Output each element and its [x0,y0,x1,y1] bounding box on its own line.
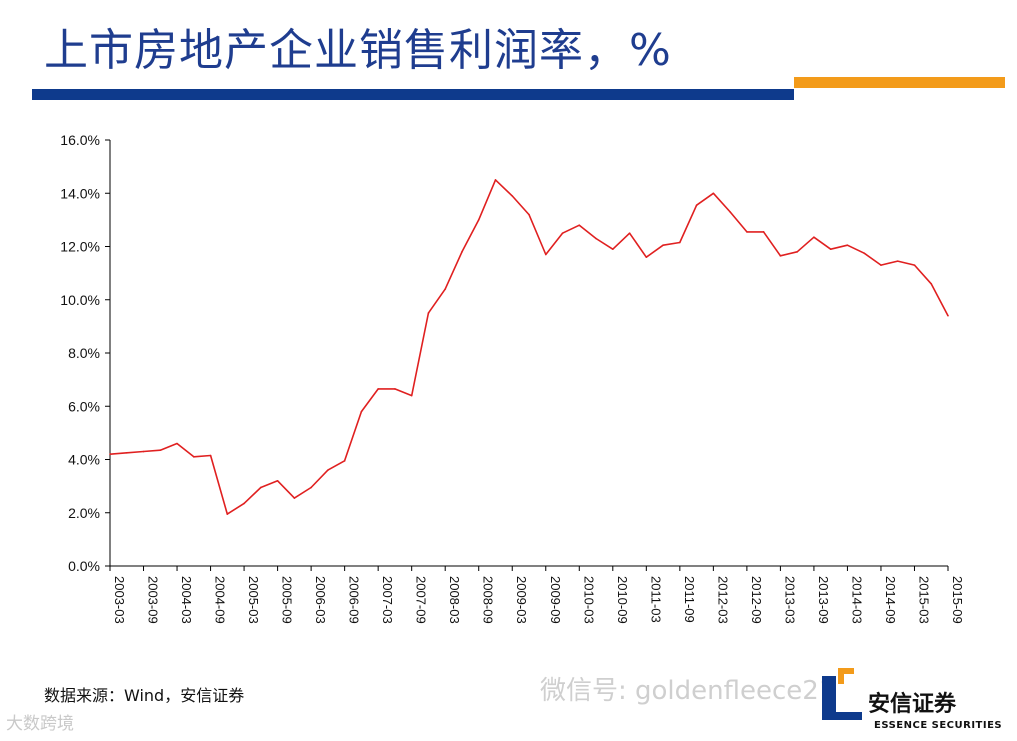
data-point [896,260,899,262]
x-tick-label: 2005-03 [246,576,261,624]
y-tick-label: 10.0% [60,292,100,308]
data-point [779,255,782,257]
data-point [511,195,514,197]
x-tick-label: 2010-03 [581,576,596,624]
x-tick-label: 2006-03 [313,576,328,624]
data-point [276,480,279,482]
data-point [863,252,865,254]
y-tick-label: 16.0% [60,132,100,148]
x-tick-label: 2008-03 [447,576,462,624]
data-point [695,204,698,207]
watermark-left: 大数跨境 [6,714,74,734]
wechat-watermark: 微信号: goldenfleece21 [540,676,836,706]
x-tick-label: 2005-09 [280,576,295,624]
y-tick-label: 4.0% [68,452,100,468]
data-point [746,231,748,233]
x-tick-label: 2012-09 [749,576,764,624]
data-point [662,244,664,246]
data-point [729,211,731,213]
data-point [880,264,882,266]
data-point [293,497,296,499]
data-point [260,486,262,489]
data-point [176,442,178,445]
data-point [193,456,195,458]
data-point [343,460,346,462]
data-point [796,251,798,253]
data-point [142,450,145,453]
data-point [477,219,480,221]
x-tick-label: 2010-09 [615,576,630,624]
x-tick-label: 2011-09 [682,576,697,623]
x-tick-label: 2012-03 [715,576,730,624]
x-tick-label: 2004-03 [179,576,194,624]
x-tick-label: 2003-03 [112,576,127,624]
x-tick-label: 2008-09 [481,576,496,624]
x-tick-label: 2015-09 [950,576,965,624]
x-tick-label: 2007-03 [380,576,395,624]
x-tick-label: 2009-09 [548,576,563,624]
data-point [427,312,430,314]
data-point [310,486,312,489]
essence-securities-logo-icon [822,668,862,720]
data-point [679,241,681,244]
y-tick-label: 12.0% [60,239,100,255]
data-point [461,251,463,253]
data-point [578,224,581,226]
series-line-profit-margin [109,179,949,515]
data-point [930,282,933,285]
x-tick-label: 2014-03 [849,576,864,624]
data-point [846,244,849,246]
data-point [813,236,815,238]
data-point [829,248,832,250]
data-point [712,192,715,195]
data-point [528,213,530,216]
data-point [913,264,916,266]
x-tick-label: 2006-09 [347,576,362,624]
logo-name: 安信证券 [868,692,957,717]
data-point [444,288,447,290]
data-point [595,237,597,240]
data-point [125,452,128,454]
logo-english-name: ESSENCE SECURITIES [874,720,1003,731]
data-point [394,388,396,390]
data-point [109,453,111,455]
y-tick-label: 6.0% [68,398,100,414]
data-point [612,248,614,250]
x-tick-label: 2007-09 [414,576,429,624]
data-point [360,410,363,413]
x-tick-label: 2004-09 [213,576,228,624]
title-underline-orange [794,77,1005,88]
x-tick-label: 2009-03 [514,576,529,624]
y-tick-label: 0.0% [68,558,100,574]
x-tick-label: 2013-03 [782,576,797,624]
data-point [947,314,949,317]
x-tick-label: 2003-09 [146,576,161,624]
data-point [410,394,413,397]
title-underline-blue [32,89,794,100]
data-point [494,179,497,181]
x-tick-label: 2013-09 [816,576,831,624]
data-point [628,232,631,234]
data-point [377,388,379,390]
y-tick-label: 2.0% [68,505,100,521]
page-title: 上市房地产企业销售利润率，% [44,25,672,76]
data-point [226,513,229,515]
data-point [209,454,212,457]
y-tick-label: 14.0% [60,185,100,201]
data-point [243,502,245,505]
data-point [544,253,547,256]
x-tick-label: 2011-03 [648,576,663,623]
data-point [159,449,162,451]
y-tick-label: 8.0% [68,345,100,361]
data-point [645,256,648,258]
data-point [561,232,564,234]
x-tick-label: 2015-03 [916,576,931,624]
data-point [327,469,329,471]
x-tick-label: 2014-09 [883,576,898,624]
data-source-note: 数据来源：Wind，安信证券 [44,686,245,705]
data-point [762,231,765,233]
